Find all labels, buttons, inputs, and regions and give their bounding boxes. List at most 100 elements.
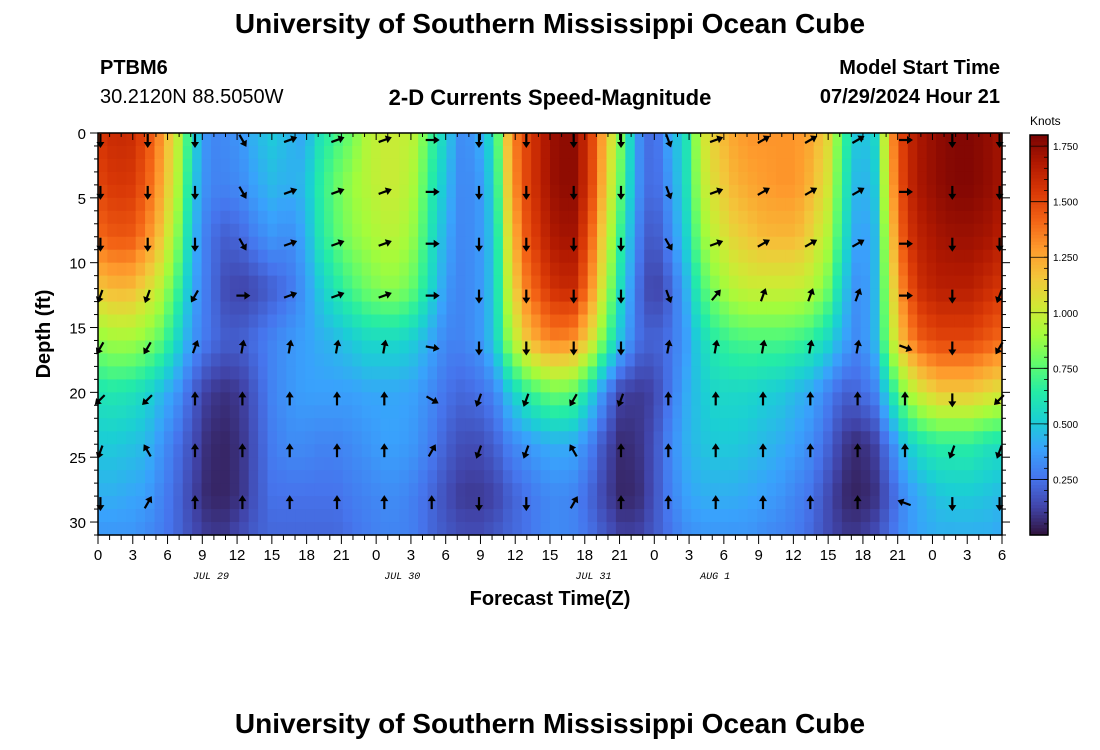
- heat-cell: [672, 327, 683, 342]
- heat-cell: [531, 262, 542, 277]
- heat-cell: [644, 483, 655, 497]
- heat-cell: [954, 327, 965, 342]
- heat-cell: [267, 327, 278, 342]
- heat-cell: [493, 353, 504, 368]
- heat-cell: [540, 184, 551, 199]
- current-arrow: [807, 288, 815, 302]
- heat-cell: [691, 314, 702, 329]
- heat-cell: [898, 249, 909, 264]
- heat-cell: [314, 223, 325, 238]
- heat-cell: [851, 366, 862, 380]
- heat-cell: [954, 457, 965, 471]
- heat-cell: [936, 314, 947, 329]
- heat-cell: [154, 457, 165, 471]
- heat-cell: [276, 470, 287, 484]
- heat-cell: [446, 223, 457, 238]
- heat-cell: [917, 301, 928, 316]
- heat-cell: [785, 184, 796, 199]
- colorbar-segment: [1030, 228, 1048, 233]
- heat-cell: [295, 509, 306, 523]
- colorbar-segment: [1030, 528, 1048, 533]
- heat-cell: [446, 457, 457, 471]
- heat-cell: [380, 210, 391, 225]
- heat-cell: [465, 171, 476, 186]
- current-arrow: [191, 443, 199, 458]
- heat-cell: [314, 418, 325, 432]
- heat-cell: [465, 197, 476, 212]
- heat-cell: [502, 197, 513, 212]
- heat-cell: [728, 288, 739, 303]
- heat-cell: [992, 314, 1003, 329]
- arrow-head: [433, 239, 440, 248]
- colorbar-segment: [1030, 251, 1048, 256]
- heat-cell: [926, 301, 937, 316]
- heat-cell: [107, 249, 118, 264]
- heat-cell: [333, 496, 344, 510]
- heat-cell: [644, 392, 655, 406]
- heat-cell: [352, 327, 363, 342]
- arrow-head: [475, 349, 483, 356]
- heat-cell: [587, 210, 598, 225]
- heat-cell: [700, 379, 711, 393]
- heat-cell: [813, 522, 824, 536]
- heat-cell: [954, 483, 965, 497]
- arrow-head: [333, 495, 341, 502]
- heat-cell: [502, 483, 513, 497]
- colorbar-segment: [1030, 505, 1048, 509]
- heat-cell: [286, 262, 297, 277]
- heat-cell: [418, 379, 429, 393]
- colorbar-segment: [1030, 248, 1048, 253]
- heat-cell: [625, 184, 636, 199]
- heat-cell: [305, 133, 316, 147]
- heat-cell: [446, 249, 457, 264]
- heat-cell: [361, 158, 372, 173]
- heat-cell: [408, 522, 419, 536]
- heat-cell: [945, 236, 956, 251]
- heat-cell: [936, 340, 947, 355]
- heat-cell: [314, 444, 325, 458]
- heat-cell: [653, 340, 664, 355]
- heat-cell: [192, 236, 203, 251]
- heat-cell: [578, 431, 589, 445]
- heat-cell: [992, 236, 1003, 251]
- heat-cell: [135, 314, 146, 329]
- heat-cell: [502, 249, 513, 264]
- heat-cell: [192, 210, 203, 225]
- model-start-label: Model Start Time: [839, 57, 1000, 79]
- heat-cell: [597, 158, 608, 173]
- heat-cell: [502, 340, 513, 355]
- heat-cell: [342, 301, 353, 316]
- heat-cell: [691, 327, 702, 342]
- arrow-head: [143, 142, 152, 148]
- heat-cell: [211, 145, 222, 160]
- heat-cell: [333, 275, 344, 290]
- heat-cell: [841, 210, 852, 225]
- heat-cell: [135, 444, 146, 458]
- arrow-head: [759, 495, 767, 502]
- heat-cell: [606, 496, 617, 510]
- heat-cell: [474, 405, 485, 419]
- heat-cell: [361, 327, 372, 342]
- heat-cell: [945, 470, 956, 484]
- heat-cell: [135, 405, 146, 419]
- heat-cell: [116, 353, 127, 368]
- heat-cell: [672, 158, 683, 173]
- heat-cell: [644, 496, 655, 510]
- heat-cell: [681, 275, 692, 290]
- x-tick-label: 0: [928, 547, 936, 564]
- current-arrow: [522, 185, 531, 200]
- heat-cell: [597, 145, 608, 160]
- x-tick-label: 15: [542, 547, 559, 564]
- heat-cell: [710, 210, 721, 225]
- heat-cell: [540, 353, 551, 368]
- heat-cell: [220, 327, 231, 342]
- heat-cell: [691, 366, 702, 380]
- heat-cell: [992, 223, 1003, 238]
- heat-cell: [710, 483, 721, 497]
- heat-cell: [870, 288, 881, 303]
- heat-cell: [521, 418, 532, 432]
- heat-cell: [578, 236, 589, 251]
- heat-cell: [455, 158, 466, 173]
- heat-cell: [276, 366, 287, 380]
